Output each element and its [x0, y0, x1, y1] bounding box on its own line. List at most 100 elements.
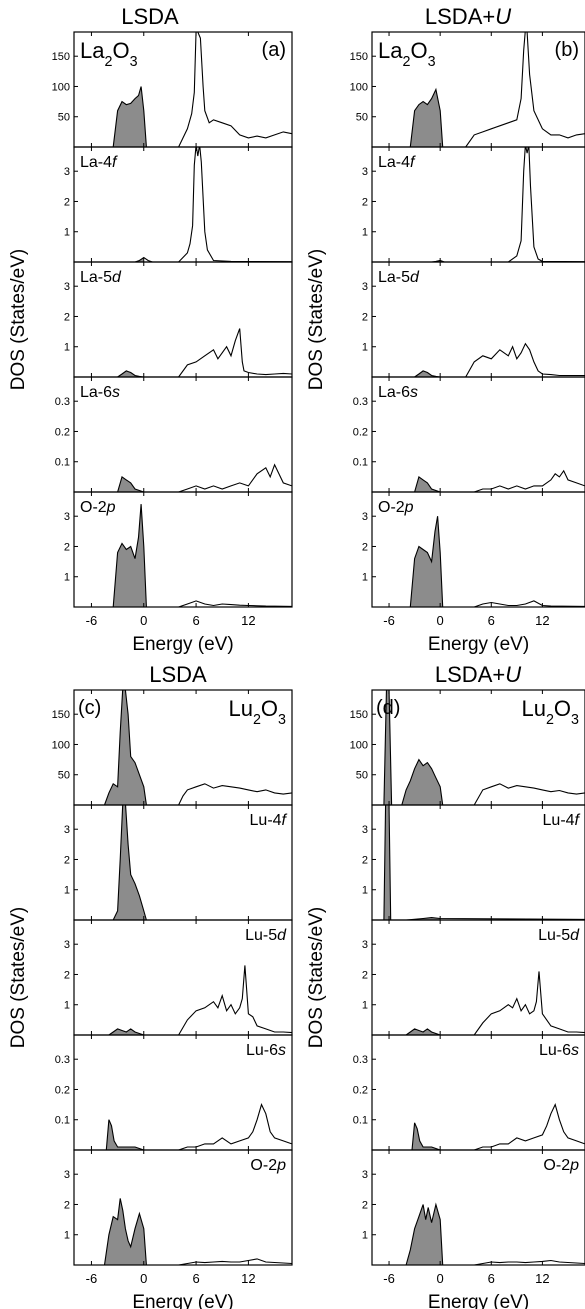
subpanel-Lu-4f: 1 2 3 Lu-4f: [64, 804, 293, 921]
dos-curve: [74, 1103, 292, 1150]
occupied-area: [74, 257, 144, 262]
x-tick-label: 12: [535, 1271, 549, 1286]
dos-curve: [372, 1202, 585, 1265]
dos-curve: [372, 690, 585, 805]
occupied-area: [372, 805, 441, 920]
y-tick-label: 1: [362, 1230, 368, 1242]
y-tick-label: 1: [64, 1230, 70, 1242]
occupied-area: [74, 504, 147, 607]
y-tick-label: 2: [362, 311, 368, 323]
subpanel-La-6s: 0.1 0.2 0.3 La-6s: [353, 376, 585, 493]
y-tick-label: 3: [64, 939, 70, 951]
orbital-label: Lu-4f: [250, 812, 288, 829]
dos-curve: [74, 805, 292, 920]
y-tick-label: 150: [350, 51, 368, 63]
y-tick-label: 1: [64, 227, 70, 239]
y-tick-label: 2: [362, 196, 368, 208]
y-tick-label: 2: [362, 969, 368, 981]
x-tick-label: 6: [192, 613, 199, 628]
y-tick-label: 3: [362, 281, 368, 293]
y-tick-label: 2: [362, 541, 368, 553]
occupied-area: [74, 86, 147, 147]
y-tick-label: 50: [58, 770, 70, 782]
panel-title: LSDA+U: [425, 4, 511, 29]
y-tick-label: 0.2: [55, 426, 70, 438]
occupied-area: [74, 476, 144, 492]
occupied-area: [372, 370, 441, 377]
orbital-label: La-4f: [378, 154, 416, 171]
y-tick-label: 1: [64, 572, 70, 584]
subpanel-Lu-4f: 1 2 3 Lu-4f: [362, 804, 585, 921]
y-tick-label: 0.1: [353, 1115, 368, 1127]
occupied-area: [372, 1028, 441, 1035]
y-tick-label: 0.2: [55, 1084, 70, 1096]
x-tick-label: 6: [192, 1271, 199, 1286]
subpanel-La-5d: 1 2 3 La-5d: [362, 261, 585, 378]
occupied-area: [372, 89, 443, 147]
dos-curve: [372, 516, 585, 607]
dos-curve: [74, 1198, 292, 1265]
y-tick-label: 1: [362, 227, 368, 239]
dos-curve: [74, 965, 292, 1035]
subpanel-La-5d: 1 2 3 La-5d: [64, 261, 293, 378]
y-tick-label: 1: [362, 572, 368, 584]
x-tick-label: 0: [140, 1271, 147, 1286]
y-tick-label: 3: [64, 281, 70, 293]
dos-curve: [372, 805, 585, 920]
subpanel-frame: [371, 1149, 585, 1266]
panel-letter: (a): [262, 39, 286, 61]
y-tick-label: 3: [64, 824, 70, 836]
dos-curve: [372, 32, 585, 147]
subpanel-Lu-5d: 1 2 3 Lu-5d: [64, 919, 293, 1036]
panel-title: LSDA: [149, 662, 207, 687]
x-tick-label: -6: [383, 1271, 395, 1286]
y-tick-label: 3: [64, 1169, 70, 1181]
y-tick-label: 3: [362, 939, 368, 951]
orbital-label: La-6s: [378, 384, 418, 401]
y-axis-label: DOS (States/eV): [306, 907, 327, 1049]
y-tick-label: 0.3: [55, 396, 70, 408]
x-tick-label: 12: [241, 613, 255, 628]
orbital-label: Lu-6s: [246, 1042, 286, 1059]
orbital-label: O-2p: [543, 1157, 579, 1174]
y-tick-label: 150: [52, 51, 70, 63]
dos-curve: [372, 971, 585, 1035]
orbital-label: O-2p: [250, 1157, 286, 1174]
y-tick-label: 1: [64, 885, 70, 897]
y-tick-label: 100: [52, 81, 70, 93]
x-tick-label: 0: [437, 613, 444, 628]
y-tick-label: 50: [58, 112, 70, 124]
dos-curve: [372, 1103, 585, 1150]
y-axis-label: DOS (States/eV): [8, 907, 29, 1049]
y-tick-label: 0.1: [55, 457, 70, 469]
subpanel-O-2p: 1 2 3 O-2p: [64, 491, 293, 608]
panel-title: LSDA+U: [435, 662, 521, 687]
y-tick-label: 1: [362, 342, 368, 354]
compound-label: Lu2O3: [228, 696, 286, 728]
y-tick-label: 3: [64, 166, 70, 178]
x-tick-label: 0: [437, 1271, 444, 1286]
occupied-area: [372, 516, 443, 607]
dos-curve: [372, 469, 585, 492]
y-tick-label: 50: [356, 112, 368, 124]
dos-curve: [74, 690, 292, 805]
compound-label: Lu2O3: [521, 696, 579, 728]
y-tick-label: 50: [356, 770, 368, 782]
y-tick-label: 1: [64, 342, 70, 354]
y-tick-label: 2: [64, 311, 70, 323]
y-tick-label: 100: [350, 81, 368, 93]
x-tick-label: 12: [535, 613, 549, 628]
subpanel-Lu-6s: 0.1 0.2 0.3 Lu-6s: [55, 1034, 293, 1151]
occupied-area: [74, 1119, 144, 1150]
y-tick-label: 3: [362, 166, 368, 178]
orbital-label: O-2p: [80, 499, 116, 516]
subpanel-Lu2O3: 50 100 150 Lu2O3 (d): [350, 689, 585, 806]
dos-curve: [372, 342, 585, 377]
y-tick-label: 3: [64, 511, 70, 523]
orbital-label: La-5d: [80, 269, 122, 286]
occupied-area: [372, 1204, 443, 1265]
panel-letter: (d): [376, 697, 400, 719]
